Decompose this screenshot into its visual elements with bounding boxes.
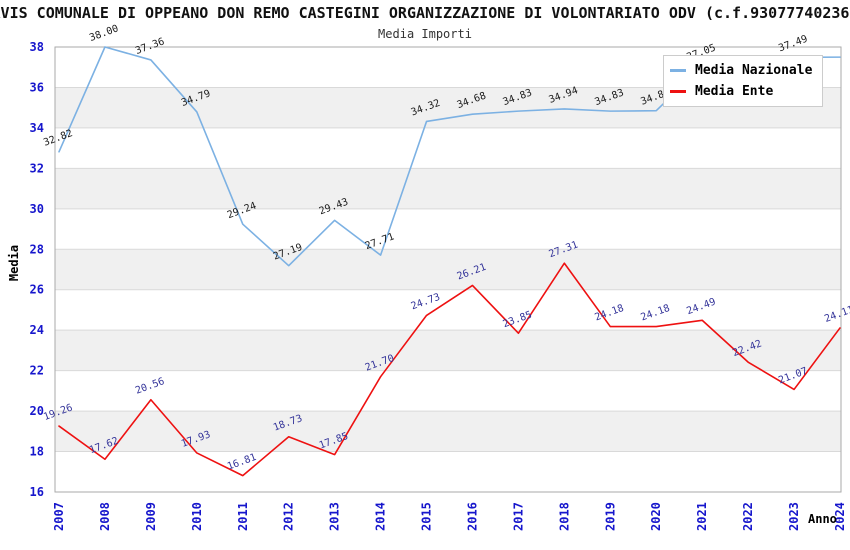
y-axis-title: Media: [7, 244, 21, 282]
x-tick-label: 2014: [374, 502, 388, 531]
x-axis-title: Anno: [808, 512, 837, 526]
y-tick-label: 20: [30, 404, 44, 418]
point-label: 24.18: [593, 303, 625, 324]
point-label: 24.18: [639, 303, 671, 324]
x-tick-label: 2022: [741, 502, 755, 531]
legend-label-nazionale: Media Nazionale: [695, 63, 813, 78]
x-tick-label: 2008: [98, 502, 112, 531]
legend-item-media-nazionale: Media Nazionale: [670, 60, 816, 81]
x-tick-label: 2016: [465, 502, 479, 531]
legend-item-media-ente: Media Ente: [670, 81, 816, 102]
chart-subtitle: Media Importi: [378, 27, 472, 41]
y-tick-label: 30: [30, 202, 44, 216]
x-tick-label: 2009: [144, 502, 158, 531]
y-tick-label: 18: [30, 445, 44, 459]
point-label: 16.81: [226, 452, 258, 473]
x-tick-label: 2012: [282, 502, 296, 531]
plot-border: [54, 46, 842, 493]
chart-title: AVIS COMUNALE DI OPPEANO DON REMO CASTEG…: [0, 4, 850, 22]
x-tick-label: 2007: [52, 502, 66, 531]
point-label: 37.49: [777, 34, 809, 55]
x-tick-label: 2019: [603, 502, 617, 531]
legend-line-marker-ente: [670, 90, 686, 93]
grid-band: [55, 411, 841, 452]
grid-band: [55, 330, 841, 371]
legend-label-ente: Media Ente: [695, 84, 774, 99]
point-label: 24.49: [685, 297, 717, 318]
y-tick-label: 16: [30, 485, 44, 499]
grid-band: [55, 249, 841, 290]
x-tick-label: 2023: [787, 502, 801, 531]
x-tick-label: 2010: [190, 502, 204, 531]
point-label: 23.85: [502, 310, 534, 331]
legend-line-marker-nazionale: [670, 69, 686, 72]
point-label: 38.00: [88, 23, 120, 44]
y-tick-label: 26: [30, 283, 44, 297]
y-tick-label: 32: [30, 161, 44, 175]
x-tick-label: 2017: [511, 502, 525, 531]
y-tick-label: 38: [30, 40, 44, 54]
point-label: 37.36: [134, 36, 166, 57]
point-label: 20.56: [134, 376, 166, 397]
x-tick-label: 2018: [557, 502, 571, 531]
y-tick-label: 34: [30, 121, 44, 135]
legend: Media Nazionale Media Ente: [663, 55, 823, 107]
x-tick-label: 2024: [833, 502, 847, 531]
y-tick-label: 22: [30, 364, 44, 378]
y-tick-label: 28: [30, 242, 44, 256]
point-label: 24.11: [823, 304, 850, 325]
series-line-media-ente: [58, 262, 841, 477]
x-tick-label: 2015: [420, 502, 434, 531]
x-tick-label: 2013: [328, 502, 342, 531]
x-tick-label: 2021: [695, 502, 709, 531]
y-tick-label: 24: [30, 323, 44, 337]
grid-band: [55, 168, 841, 209]
y-tick-label: 36: [30, 80, 44, 94]
x-tick-label: 2011: [236, 502, 250, 531]
point-label: 32.82: [42, 128, 74, 149]
x-tick-label: 2020: [649, 502, 663, 531]
